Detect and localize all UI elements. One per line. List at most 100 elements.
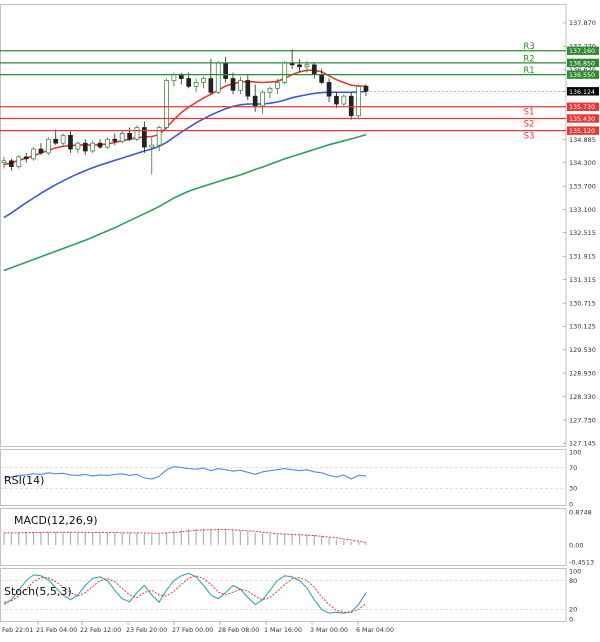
price-tick-label: 127.730: [569, 416, 596, 424]
current-price-label: 136.124: [569, 89, 595, 96]
level-name-r2: R2: [523, 54, 534, 64]
stoch-d-line: [3, 575, 367, 613]
candle-body: [230, 78, 236, 91]
candle-body: [201, 78, 206, 83]
candle-body: [53, 138, 59, 144]
candle-body: [1, 160, 7, 164]
candle-body: [45, 138, 51, 154]
level-price-tag: [567, 102, 599, 111]
x-tick-label: 21 Feb 04:00: [36, 627, 77, 634]
candle-body: [31, 148, 36, 160]
stoch-tick-label: 80: [569, 577, 577, 585]
macd-tick-label: -0.4513: [569, 558, 594, 566]
candle-body: [311, 64, 317, 75]
level-price-tag: [567, 58, 599, 68]
candle-body: [164, 80, 169, 128]
price-tick-label: 134.300: [569, 159, 596, 167]
candle-body: [260, 91, 265, 107]
price-tick-label: 130.125: [569, 323, 596, 331]
candle-body: [319, 74, 325, 83]
candle-body: [156, 127, 162, 146]
level-price-label: 137.160: [569, 48, 595, 55]
candle-body: [341, 95, 347, 105]
candle-body: [186, 78, 192, 87]
candle-body: [105, 138, 110, 148]
candle-body: [282, 62, 288, 83]
x-tick-label: 1 Mar 16:00: [264, 627, 302, 634]
price-tick-label: 130.715: [569, 299, 596, 307]
level-name-r1: R1: [523, 66, 534, 76]
candle-body: [134, 127, 140, 140]
candle-body: [348, 95, 354, 117]
x-tick-label: 6 Mar 04:00: [356, 627, 394, 634]
rsi-title: RSI(14): [4, 474, 44, 487]
panel-macd: [0, 508, 567, 566]
price-tick-label: 127.145: [569, 439, 596, 447]
ma-fast-line: [3, 69, 366, 166]
x-tick-label: 22 Feb 12:00: [80, 627, 121, 634]
x-tick-label: 27 Feb 00:00: [172, 627, 213, 634]
level-price-label: 135.430: [569, 116, 595, 123]
candle-body: [68, 134, 73, 150]
candle-body: [304, 64, 310, 68]
stoch-tick-label: 20: [569, 606, 577, 614]
stoch-k-line: [3, 572, 367, 614]
candle-body: [23, 156, 29, 160]
candle-body: [119, 133, 125, 142]
candle-body: [149, 144, 155, 148]
candle-body: [60, 134, 66, 144]
candle-body: [223, 62, 228, 79]
candle-body: [82, 142, 88, 152]
rsi-line: [3, 466, 367, 480]
stoch-tick-label: 0: [569, 615, 573, 623]
rsi-tick-label: 70: [569, 464, 577, 472]
candle-body: [274, 82, 280, 89]
candle-body: [75, 142, 81, 150]
level-price-label: 136.850: [569, 60, 595, 67]
candle-body: [245, 80, 251, 97]
x-tick-label: 28 Feb 08:00: [218, 627, 259, 634]
price-tick-label: 136.670: [569, 66, 596, 74]
price-tick-label: 133.100: [569, 206, 596, 214]
candle-body: [356, 86, 361, 117]
x-tick-label: 3 Mar 00:00: [310, 627, 348, 634]
candle-body: [90, 142, 96, 152]
price-tick-label: 137.870: [569, 19, 596, 27]
level-price-tag: [567, 70, 599, 79]
stoch-tick-label: 100: [569, 567, 581, 575]
candle-body: [9, 160, 14, 168]
candle-body: [208, 78, 214, 93]
candle-body: [297, 64, 302, 68]
candle-body: [334, 95, 339, 105]
level-price-label: 135.120: [569, 128, 595, 135]
candle-body: [193, 82, 199, 87]
level-name-r3: R3: [523, 42, 534, 52]
price-tick-label: 134.885: [569, 136, 596, 144]
price-tick-label: 128.930: [569, 369, 596, 377]
rsi-tick-label: 30: [569, 485, 577, 493]
level-price-label: 135.730: [569, 104, 595, 111]
candle-body: [127, 133, 132, 140]
candle-body: [97, 142, 103, 148]
level-price-tag: [567, 46, 599, 55]
x-tick-label: 20 Feb 22:01: [0, 627, 33, 634]
macd-title: MACD(12,26,9): [14, 514, 98, 527]
candle-body: [38, 148, 44, 154]
macd-signal-line: [4, 529, 367, 543]
stoch-title: Stoch(5,5,3): [4, 585, 72, 598]
price-tick-label: 133.700: [569, 183, 596, 191]
macd-tick-label: 0.00: [569, 541, 583, 549]
level-price-tag: [567, 114, 599, 123]
candle-body: [142, 127, 147, 148]
candle-body: [16, 156, 22, 168]
level-name-s1: S1: [524, 108, 535, 118]
candle-body: [112, 138, 118, 142]
level-name-s3: S3: [524, 132, 535, 142]
ma-slow-line: [3, 133, 367, 272]
price-tick-label: 131.315: [569, 276, 596, 284]
level-name-s2: S2: [524, 119, 535, 129]
candle-body: [363, 86, 369, 92]
price-tick-label: 128.330: [569, 393, 596, 401]
